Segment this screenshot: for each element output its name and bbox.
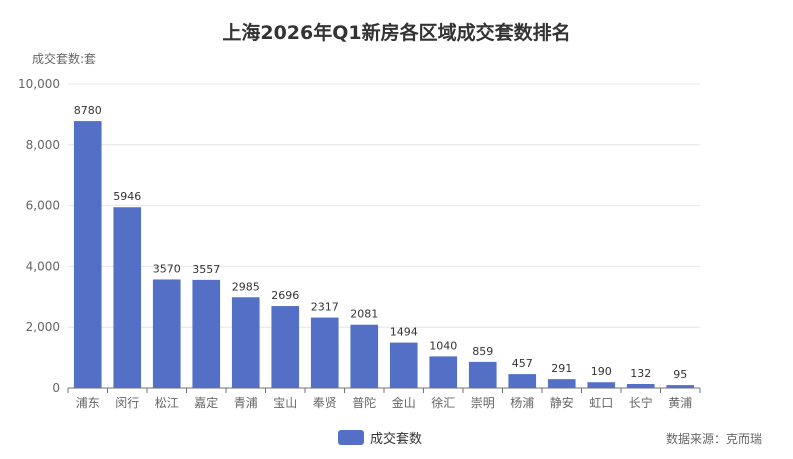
x-tick-label: 徐汇 [431,395,455,410]
x-tick-label: 杨浦 [510,395,534,410]
y-tick-label: 6,000 [26,199,60,213]
y-tick-label: 4,000 [26,259,60,273]
x-tick-label: 长宁 [629,395,653,410]
y-tick-label: 8,000 [26,138,60,152]
x-tick-label: 静安 [550,395,574,410]
bar-value-label: 3570 [153,262,181,275]
bar[interactable] [310,317,339,388]
bar-value-label: 291 [551,362,572,375]
x-tick-label: 崇明 [471,396,495,410]
bar[interactable] [271,306,300,388]
bar[interactable] [508,374,537,388]
y-axis: 0 2,000 4,000 6,000 8,000 10,000 [18,77,60,395]
bar-value-label: 2081 [350,308,378,321]
bar[interactable] [468,361,497,388]
bar-value-label: 3557 [192,263,220,276]
bar-value-label: 2985 [232,280,260,293]
bar[interactable] [350,324,379,388]
value-labels: 8780 5946 3570 3557 2985 2696 2317 2081 1494 1040… [74,104,688,381]
bars [73,121,695,388]
chart-title: 上海2026年Q1新房各区域成交套数排名 [222,22,571,44]
y-tick-label: 0 [52,381,60,395]
bar[interactable] [113,207,142,388]
x-tick-label: 浦东 [76,396,100,410]
bar-value-label: 1494 [390,326,418,339]
bar[interactable] [547,379,576,388]
x-tick-label: 虹口 [589,396,613,410]
x-tick-label: 奉贤 [313,396,337,410]
bar-value-label: 8780 [74,104,102,117]
bar-value-label: 132 [630,367,651,380]
y-tick-label: 10,000 [18,77,60,91]
legend[interactable]: 成交套数 [338,428,422,447]
bar[interactable] [231,297,260,388]
bar-value-label: 95 [673,368,687,381]
bar[interactable] [389,342,418,388]
x-tick-label: 金山 [392,395,416,410]
x-axis: 浦东 闵行 松江 嘉定 青浦 宝山 奉贤 普陀 金山 徐汇 崇明 杨浦 静安 虹口 长宁 黄浦 [67,387,701,410]
x-tick-label: 黄浦 [668,396,692,410]
legend-label: 成交套数 [370,432,423,447]
y-axis-title: 成交套数:套 [32,51,96,66]
bar-value-label: 2317 [311,301,339,314]
x-tick-label: 宝山 [273,396,297,410]
bar[interactable] [192,279,221,388]
bar-value-label: 1040 [429,339,457,352]
legend-swatch [338,430,364,445]
bar-value-label: 2696 [271,289,299,302]
x-tick-label: 嘉定 [194,395,218,410]
bar-value-label: 190 [591,365,612,378]
x-tick-label: 普陀 [352,395,376,410]
bar[interactable] [152,279,181,388]
x-tick-label: 青浦 [234,396,258,410]
bar[interactable] [73,121,102,388]
x-tick-label: 闵行 [115,395,139,410]
bar[interactable] [429,356,458,388]
bar[interactable] [666,385,695,388]
bar-value-label: 5946 [113,190,141,203]
x-tick-label: 松江 [155,396,179,410]
bar[interactable] [587,382,616,388]
bar-value-label: 859 [472,345,493,358]
bar[interactable] [626,383,655,388]
bar-value-label: 457 [512,357,533,370]
grid-lines [68,83,700,328]
source-note: 数据来源：克而瑞 [666,432,763,446]
y-tick-label: 2,000 [26,320,60,334]
